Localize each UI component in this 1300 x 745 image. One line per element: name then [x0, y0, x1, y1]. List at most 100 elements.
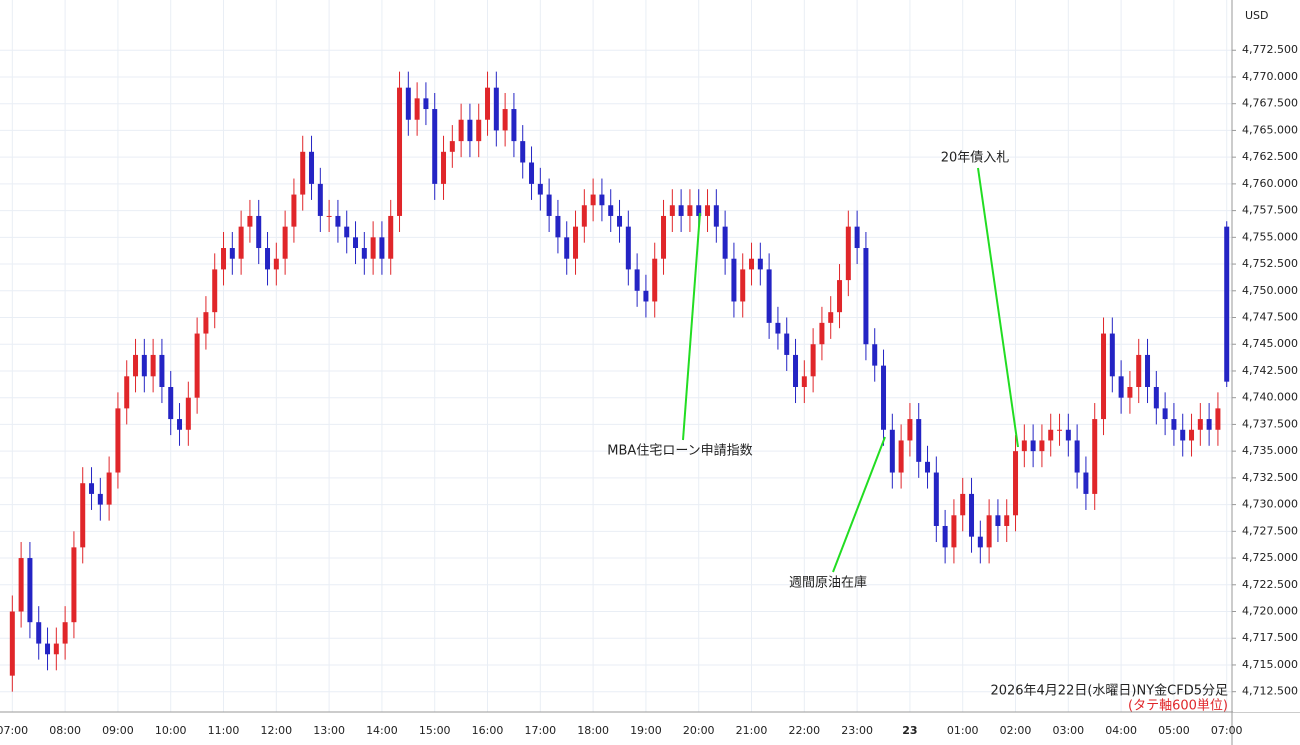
grid	[0, 0, 1232, 712]
candle-body	[1101, 333, 1107, 420]
candle-body	[1153, 387, 1159, 409]
candles	[9, 71, 1230, 692]
y-tick-label: 4,727.500	[1242, 524, 1298, 537]
candle-body	[1013, 451, 1019, 516]
x-tick-label: 10:00	[155, 724, 187, 737]
candle-body	[661, 215, 667, 259]
candle-body	[1030, 440, 1036, 452]
candle-body	[581, 205, 587, 227]
candle-body	[185, 397, 191, 430]
candle-body	[705, 205, 711, 216]
candle-body	[1057, 429, 1063, 431]
x-tick-label: 14:00	[366, 724, 398, 737]
x-tick-label: 08:00	[49, 724, 81, 737]
candle-body	[141, 354, 147, 377]
y-tick-label: 4,742.500	[1242, 364, 1298, 377]
candle-body	[388, 215, 394, 259]
x-tick-label: 11:00	[208, 724, 240, 737]
candle-body	[1074, 440, 1080, 473]
y-tick-label: 4,767.500	[1242, 97, 1298, 110]
candle-body	[27, 558, 33, 623]
candle-body	[1127, 387, 1133, 398]
y-tick-label: 4,730.000	[1242, 498, 1298, 511]
candle-body	[1004, 515, 1010, 526]
candle-body	[1180, 429, 1186, 441]
candle-body	[828, 312, 834, 323]
candle-body	[124, 376, 130, 409]
candle-body	[397, 87, 403, 216]
x-tick-label: 07:00	[1211, 724, 1243, 737]
x-tick-label: 01:00	[947, 724, 979, 737]
x-tick-label: 17:00	[524, 724, 556, 737]
annotation-line	[832, 436, 886, 573]
candle-body	[80, 483, 86, 548]
candle-body	[326, 215, 332, 217]
candle-body	[150, 354, 156, 377]
candle-body	[1092, 419, 1098, 494]
candle-body	[71, 547, 77, 623]
candle-body	[819, 322, 825, 345]
candle-body	[969, 493, 975, 537]
candle-body	[194, 333, 200, 398]
candle-body	[995, 515, 1001, 526]
candle-body	[1083, 472, 1089, 494]
candle-body	[749, 258, 755, 270]
y-tick-label: 4,752.500	[1242, 257, 1298, 270]
candle-body	[370, 237, 376, 259]
x-tick-label: 05:00	[1158, 724, 1190, 737]
axis-labels: 4,712.500 4,715.000 4,717.500 4,720.000 4,72…	[0, 43, 1298, 737]
candle-body	[441, 151, 447, 184]
candle-body	[898, 440, 904, 473]
candle-body	[757, 258, 763, 270]
candle-body	[1039, 440, 1045, 452]
candle-body	[573, 226, 579, 259]
x-tick-label: 22:00	[788, 724, 820, 737]
candle-body	[1145, 354, 1151, 388]
y-tick-label: 4,737.500	[1242, 417, 1298, 430]
x-tick-label: 09:00	[102, 724, 134, 737]
x-tick-label: 07:00	[0, 724, 28, 737]
candle-body	[590, 194, 596, 206]
candle-body	[291, 194, 297, 227]
candle-body	[810, 344, 816, 377]
x-tick-label: 02:00	[1000, 724, 1032, 737]
x-tick-label: 04:00	[1105, 724, 1137, 737]
axis-corner	[1233, 713, 1300, 745]
candle-body	[1224, 226, 1230, 382]
y-tick-label: 4,717.500	[1242, 631, 1298, 644]
candle-body	[467, 119, 473, 142]
candle-body	[502, 109, 508, 131]
candle-body	[520, 141, 526, 163]
candle-body	[634, 269, 640, 291]
candle-body	[1109, 333, 1115, 377]
candle-body	[212, 269, 218, 313]
candle-body	[801, 376, 807, 388]
candle-body	[625, 226, 631, 270]
candle-body	[740, 269, 746, 302]
x-tick-label: 23	[902, 724, 917, 737]
y-tick-label: 4,765.000	[1242, 123, 1298, 136]
candle-body	[608, 205, 614, 216]
candle-body	[309, 151, 315, 184]
candle-body	[986, 515, 992, 548]
candle-body	[45, 643, 51, 655]
y-tick-label: 4,770.000	[1242, 70, 1298, 83]
candle-body	[617, 215, 623, 227]
x-tick-label: 13:00	[313, 724, 345, 737]
candle-body	[713, 205, 719, 227]
y-axis-panel	[1233, 0, 1300, 712]
candle-body	[423, 98, 429, 110]
candle-body	[933, 472, 939, 526]
y-tick-label: 4,762.500	[1242, 150, 1298, 163]
candle-body	[537, 183, 543, 195]
candle-body	[221, 248, 227, 270]
candle-body	[793, 354, 799, 388]
y-tick-label: 4,712.500	[1242, 685, 1298, 698]
candle-body	[493, 87, 499, 131]
candle-body	[881, 365, 887, 430]
candle-body	[335, 215, 341, 227]
y-tick-label: 4,740.000	[1242, 391, 1298, 404]
candle-body	[907, 419, 913, 441]
candle-body	[1197, 419, 1203, 430]
